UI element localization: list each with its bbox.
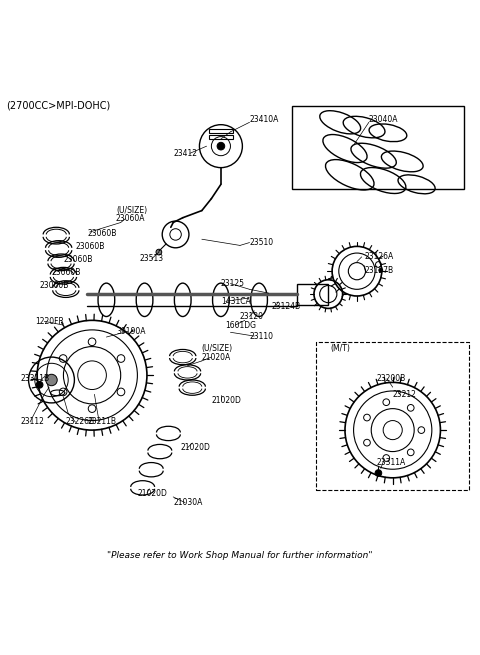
Text: 21020A: 21020A — [202, 352, 231, 362]
Text: 23200B: 23200B — [376, 374, 405, 383]
Text: (2700CC>MPI-DOHC): (2700CC>MPI-DOHC) — [6, 101, 110, 111]
Text: 23126A: 23126A — [364, 252, 393, 261]
Circle shape — [156, 250, 162, 255]
Bar — [292, 105, 464, 189]
Bar — [297, 284, 328, 305]
Text: 23510: 23510 — [250, 238, 274, 247]
Text: 23211B: 23211B — [87, 417, 116, 426]
Text: 1431CA: 1431CA — [221, 297, 251, 306]
Text: 1601DG: 1601DG — [226, 320, 257, 329]
Circle shape — [46, 374, 57, 386]
Text: (U/SIZE): (U/SIZE) — [202, 345, 233, 354]
Text: 23060B: 23060B — [75, 242, 105, 251]
Text: 23513: 23513 — [140, 254, 164, 263]
Text: 23120: 23120 — [240, 312, 264, 321]
Circle shape — [36, 381, 43, 388]
Bar — [209, 129, 233, 133]
Text: "Please refer to Work Shop Manual for further information": "Please refer to Work Shop Manual for fu… — [107, 551, 373, 560]
Text: 21020D: 21020D — [137, 489, 167, 498]
Text: 21030A: 21030A — [173, 498, 203, 507]
Text: 39190A: 39190A — [116, 327, 145, 336]
Text: 23060A: 23060A — [116, 214, 145, 223]
Text: 23110: 23110 — [250, 331, 274, 341]
Text: 23212: 23212 — [393, 390, 417, 399]
Text: 23226B: 23226B — [66, 417, 95, 426]
Text: 1220FR: 1220FR — [35, 317, 64, 326]
Text: 23127B: 23127B — [364, 266, 393, 274]
Text: 23060B: 23060B — [87, 229, 117, 238]
Text: 21020D: 21020D — [180, 443, 210, 452]
Text: (M/T): (M/T) — [331, 345, 350, 354]
Text: 23040A: 23040A — [369, 115, 398, 124]
Text: 23060B: 23060B — [63, 255, 93, 264]
Text: 23412: 23412 — [173, 149, 197, 158]
Text: 23060B: 23060B — [39, 282, 69, 290]
Text: 23060B: 23060B — [51, 268, 81, 277]
Bar — [209, 135, 233, 139]
Text: 23112: 23112 — [21, 417, 44, 426]
Text: 23410A: 23410A — [250, 115, 279, 124]
Circle shape — [217, 142, 225, 150]
Text: 23311B: 23311B — [21, 374, 49, 383]
Text: 21020D: 21020D — [211, 396, 241, 405]
Text: 23124B: 23124B — [271, 301, 300, 310]
Bar — [316, 342, 469, 490]
Text: 23125: 23125 — [221, 279, 245, 288]
Text: (U/SIZE): (U/SIZE) — [116, 206, 147, 215]
Circle shape — [379, 269, 383, 272]
Circle shape — [375, 470, 382, 476]
Text: 23311A: 23311A — [376, 458, 405, 466]
